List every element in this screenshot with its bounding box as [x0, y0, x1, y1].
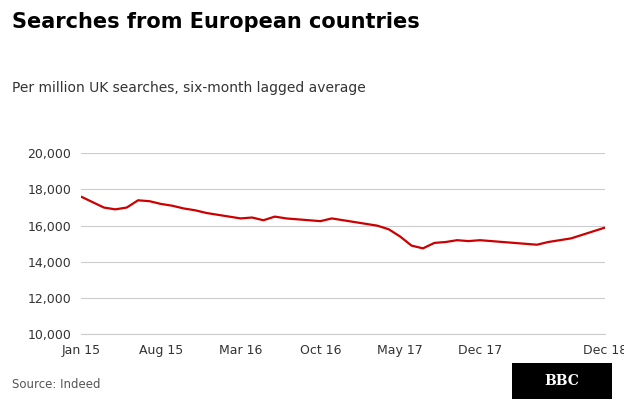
- Text: BBC: BBC: [544, 374, 579, 388]
- Text: Per million UK searches, six-month lagged average: Per million UK searches, six-month lagge…: [12, 81, 366, 95]
- Text: Searches from European countries: Searches from European countries: [12, 12, 420, 32]
- Text: Source: Indeed: Source: Indeed: [12, 378, 101, 391]
